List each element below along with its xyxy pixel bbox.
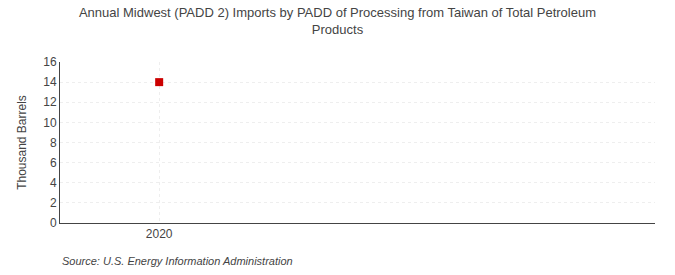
svg-text:4: 4 — [50, 176, 57, 190]
svg-text:14: 14 — [43, 75, 57, 89]
svg-text:2020: 2020 — [146, 227, 173, 241]
svg-text:Thousand Barrels: Thousand Barrels — [15, 95, 29, 190]
svg-text:0: 0 — [50, 216, 57, 230]
svg-text:Annual Midwest (PADD 2) Import: Annual Midwest (PADD 2) Imports by PADD … — [79, 5, 596, 37]
svg-text:6: 6 — [50, 156, 57, 170]
svg-text:16: 16 — [43, 55, 57, 69]
svg-text:2: 2 — [50, 196, 57, 210]
svg-text:Source: U.S. Energy Informatio: Source: U.S. Energy Information Administ… — [62, 255, 293, 267]
svg-text:8: 8 — [50, 136, 57, 150]
svg-text:12: 12 — [43, 95, 57, 109]
svg-text:10: 10 — [43, 116, 57, 130]
